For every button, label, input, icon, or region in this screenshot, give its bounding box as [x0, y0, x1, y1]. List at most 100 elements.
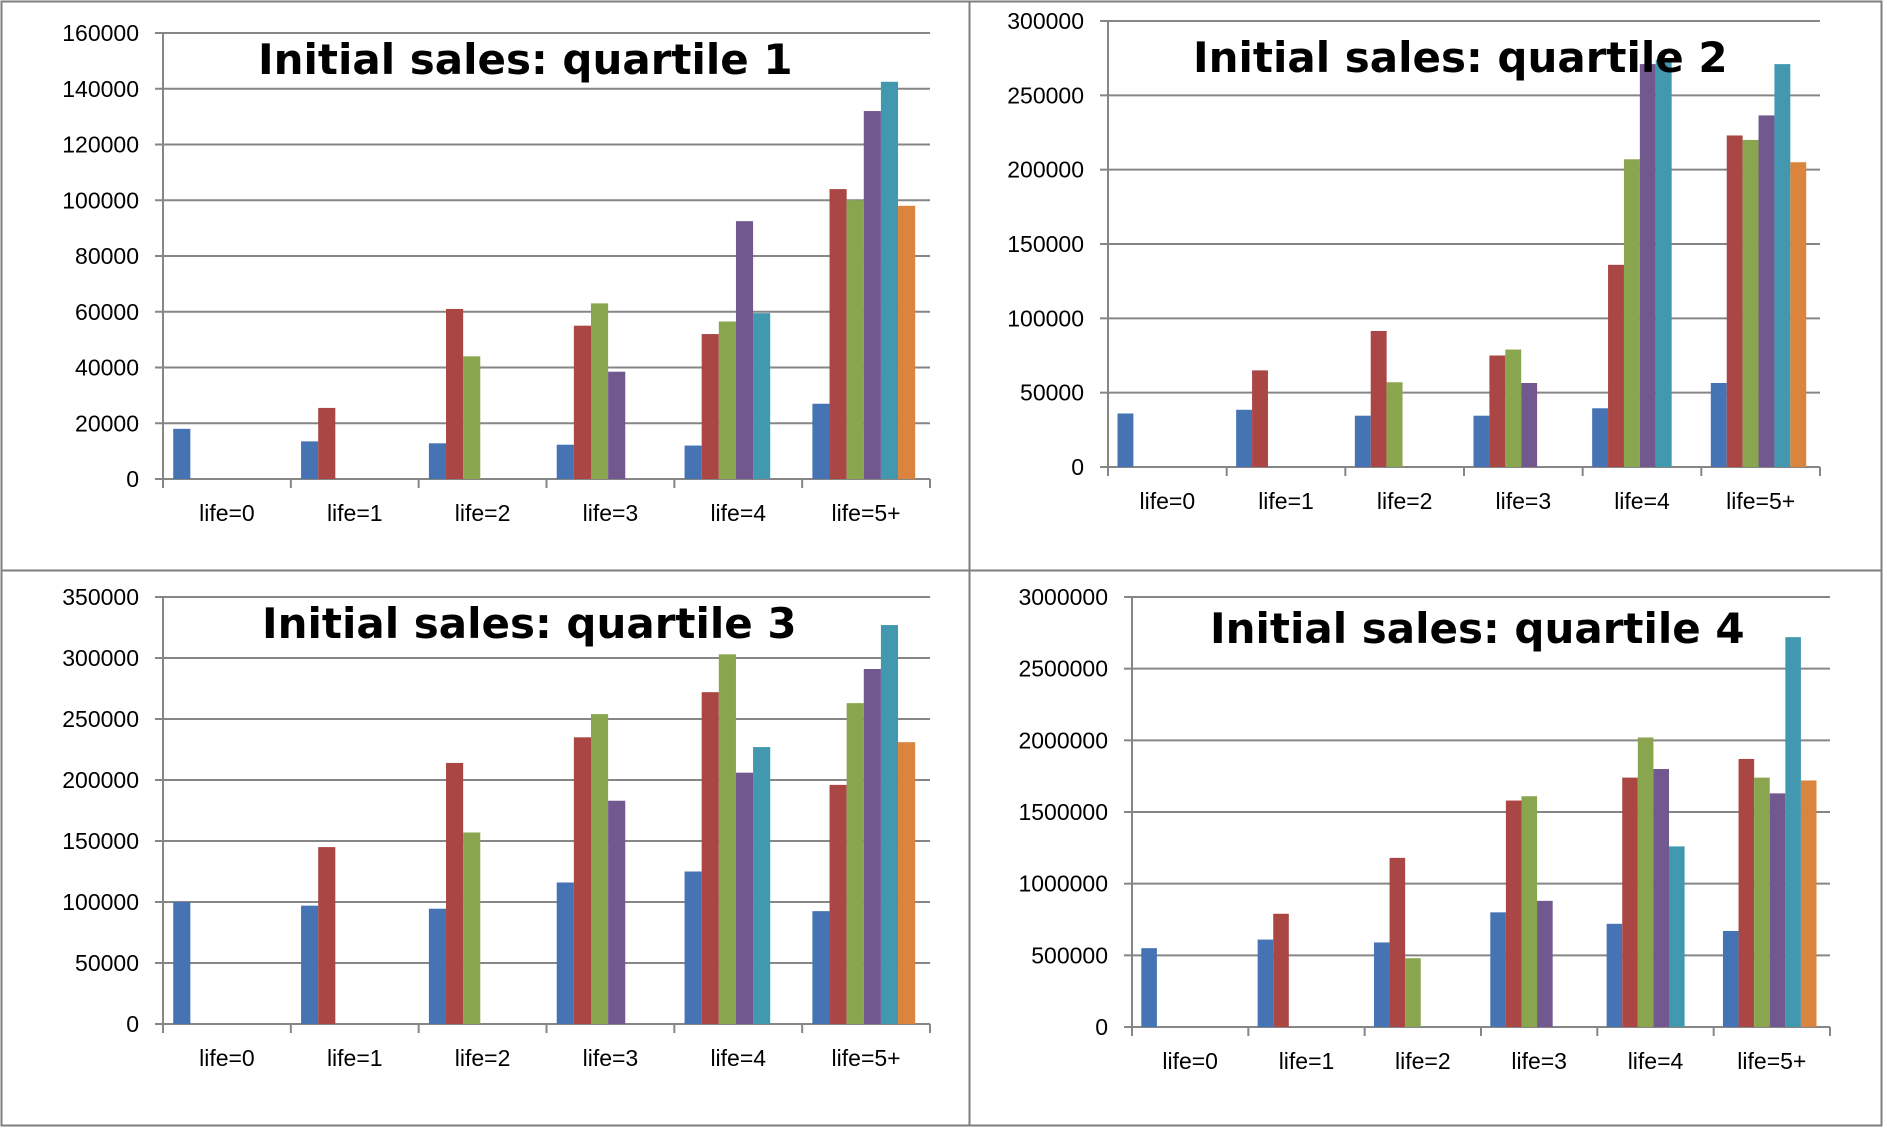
bar-series-3-life=5+ [846, 200, 864, 479]
y-tick-label: 50000 [1020, 380, 1084, 406]
y-tick-label: 200000 [62, 767, 139, 793]
bar-series-5-life=5+ [880, 81, 899, 479]
bar-series-2-life=5+ [829, 784, 847, 1024]
y-tick-label: 250000 [1007, 82, 1084, 108]
bar-series-1-life=0 [1117, 413, 1134, 467]
y-tick-label: 20000 [75, 410, 139, 436]
bar-series-3-life=4 [1623, 159, 1640, 467]
y-tick-label: 50000 [75, 950, 139, 976]
panel-border [968, 569, 1883, 1127]
bar-series-3-life=4 [1637, 737, 1654, 1027]
bar-series-1-life=2 [1354, 415, 1371, 467]
bar-series-3-life=2 [463, 356, 481, 479]
x-category-label: life=3 [1496, 488, 1552, 514]
bar-series-1-life=2 [428, 443, 447, 479]
bar-series-6-life=5+ [1800, 780, 1817, 1027]
bar-series-1-life=3 [1490, 912, 1506, 1027]
x-category-label: life=4 [710, 500, 766, 526]
y-tick-label: 0 [1071, 454, 1084, 480]
y-tick-label: 2000000 [1018, 727, 1108, 753]
bar-series-4-life=5+ [1769, 793, 1786, 1027]
y-tick-label: 140000 [62, 76, 139, 102]
x-category-label: life=3 [583, 500, 639, 526]
bar-series-3-life=3 [1505, 349, 1522, 467]
bar-series-1-life=0 [173, 428, 191, 479]
bar-series-1-life=0 [173, 902, 191, 1024]
x-category-label: life=4 [1614, 488, 1670, 514]
bar-series-4-life=3 [608, 800, 626, 1024]
y-tick-label: 250000 [62, 706, 139, 732]
x-category-label: life=5+ [1726, 488, 1795, 514]
bar-series-2-life=1 [318, 407, 336, 479]
y-tick-label: 150000 [62, 828, 139, 854]
x-category-label: life=2 [455, 1045, 511, 1071]
y-tick-label: 3000000 [1018, 584, 1108, 610]
chart-panel: 0 50000 100000 150000 200000 250000 300000 life… [1007, 8, 1821, 514]
bar-series-2-life=5+ [1726, 135, 1743, 467]
bar-series-2-life=2 [1389, 857, 1406, 1027]
x-category-label: life=0 [199, 500, 255, 526]
bar-series-3-life=5+ [1754, 777, 1770, 1027]
bar-series-3-life=2 [1405, 958, 1421, 1027]
bar-series-1-life=1 [1236, 409, 1253, 467]
bar-series-3-life=3 [590, 303, 609, 479]
chart-panel: 0 50000 100000 150000 200000 250000 300000 3500… [62, 584, 931, 1071]
bar-series-4-life=4 [735, 221, 754, 479]
bar-series-2-life=2 [446, 308, 464, 479]
bar-series-3-life=5+ [846, 703, 864, 1024]
y-tick-label: 0 [1095, 1014, 1108, 1040]
x-category-label: life=2 [1377, 488, 1433, 514]
bar-series-6-life=5+ [898, 742, 916, 1024]
y-tick-label: 100000 [62, 889, 139, 915]
x-category-label: life=1 [327, 1045, 383, 1071]
bar-series-3-life=4 [718, 654, 736, 1024]
bar-series-1-life=3 [556, 882, 574, 1024]
x-category-label: life=1 [1258, 488, 1314, 514]
y-tick-label: 40000 [75, 355, 139, 381]
bar-series-1-life=2 [428, 908, 447, 1024]
bar-series-4-life=3 [1537, 900, 1553, 1027]
y-tick-label: 150000 [1007, 231, 1084, 257]
y-tick-label: 100000 [62, 187, 139, 213]
y-tick-label: 300000 [62, 645, 139, 671]
bar-series-2-life=4 [1608, 264, 1624, 467]
bar-series-1-life=3 [556, 444, 574, 479]
bar-series-2-life=1 [1273, 913, 1289, 1027]
bar-series-1-life=3 [1473, 415, 1490, 467]
bar-series-2-life=4 [701, 692, 719, 1024]
chart-panel: 0 20000 40000 60000 80000 100000 120000 140000 1… [62, 20, 931, 526]
bar-series-2-life=5+ [829, 189, 847, 479]
bar-series-4-life=3 [1521, 383, 1538, 467]
x-category-label: life=2 [1395, 1048, 1451, 1074]
chart-title: Initial sales: quartile 4 [1210, 604, 1745, 653]
chart-panel: 0 500000 1000000 1500000 2000000 2500000 30000… [1018, 584, 1831, 1074]
bar-series-3-life=4 [718, 321, 736, 479]
chart-title: Initial sales: quartile 3 [262, 599, 797, 648]
bar-series-5-life=4 [1655, 59, 1672, 468]
bar-series-2-life=3 [573, 737, 591, 1024]
y-tick-label: 1500000 [1018, 799, 1108, 825]
x-category-label: life=1 [1279, 1048, 1335, 1074]
y-tick-label: 1000000 [1018, 871, 1108, 897]
chart-title: Initial sales: quartile 2 [1193, 33, 1728, 82]
bar-series-5-life=5+ [880, 625, 899, 1024]
bar-series-2-life=2 [1370, 330, 1387, 467]
bar-series-1-life=0 [1141, 948, 1157, 1027]
bar-series-1-life=5+ [1722, 930, 1739, 1027]
bar-series-2-life=4 [1622, 777, 1638, 1027]
bar-series-2-life=4 [701, 334, 719, 479]
y-tick-label: 2500000 [1018, 656, 1108, 682]
bar-series-3-life=2 [463, 832, 481, 1024]
bar-series-2-life=3 [573, 325, 591, 479]
x-category-label: life=3 [1511, 1048, 1567, 1074]
x-category-label: life=0 [1140, 488, 1196, 514]
panel-border [0, 0, 971, 572]
bar-series-1-life=1 [301, 441, 319, 479]
x-category-label: life=3 [583, 1045, 639, 1071]
bar-series-5-life=4 [753, 313, 771, 479]
y-tick-label: 300000 [1007, 8, 1084, 34]
bar-series-1-life=5+ [812, 911, 830, 1024]
panel-border [0, 569, 971, 1127]
bar-series-4-life=5+ [1758, 115, 1775, 468]
